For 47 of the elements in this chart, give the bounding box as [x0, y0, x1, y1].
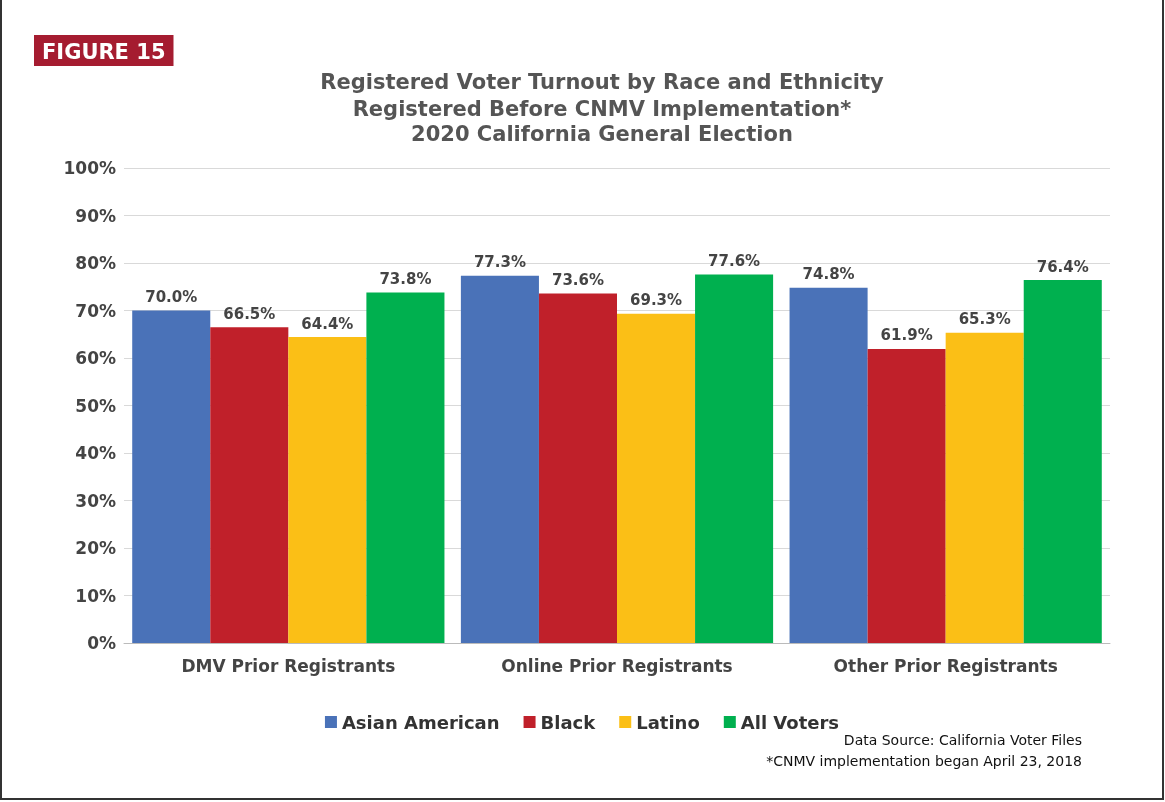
bar [789, 287, 868, 643]
legend-label: Asian American [341, 711, 500, 733]
bar [867, 348, 946, 643]
bar [366, 292, 445, 643]
text: *CNMV implementation began April 23, 2018 [766, 753, 1083, 769]
bar [460, 275, 539, 643]
y-tick-label: 20% [75, 538, 116, 558]
data-label: 77.3% [473, 253, 526, 272]
data-label: 65.3% [958, 310, 1011, 329]
bar [1023, 280, 1102, 643]
y-tick-label: 40% [75, 443, 116, 463]
bar [210, 327, 289, 643]
x-tick-label: Online Prior Registrants [501, 655, 733, 676]
x-tick-label: Other Prior Registrants [833, 655, 1058, 676]
bar [288, 337, 367, 643]
y-tick-label: 90% [75, 205, 116, 226]
data-label: 69.3% [630, 291, 683, 310]
y-tick-label: 30% [75, 490, 116, 511]
legend-label: All Voters [740, 711, 840, 733]
y-tick-label: 80% [75, 253, 116, 273]
data-label: 66.5% [223, 304, 276, 323]
y-tick-label: 60% [75, 348, 116, 368]
data-label: 76.4% [1036, 257, 1089, 276]
chart-title: Registered Voter Turnout by Race and Ethnicity [320, 69, 885, 94]
bar [695, 274, 774, 643]
data-label: 73.6% [551, 270, 604, 289]
y-tick-label: 100% [63, 158, 116, 178]
legend-label: Black [540, 711, 597, 733]
legend-label: Latino [636, 711, 700, 733]
chart-subtitle: Registered Before CNMV Implementation* 2020 California General Election [352, 96, 852, 146]
data-label: 64.4% [301, 314, 354, 333]
data-label: 61.9% [880, 326, 933, 345]
y-tick-label: 50% [75, 395, 116, 416]
x-tick-label: DMV Prior Registrants [181, 655, 396, 676]
bar [617, 313, 696, 643]
data-label: 77.6% [708, 251, 761, 270]
bar [538, 293, 617, 643]
source-note: Data Source: California Voter Files [843, 732, 1083, 748]
bar [945, 332, 1024, 643]
y-tick-label: 70% [75, 300, 116, 321]
y-tick-label: 0% [87, 633, 116, 653]
data-label: 74.8% [802, 265, 855, 284]
data-label: 73.8% [379, 269, 432, 288]
data-label: 70.0% [145, 288, 198, 306]
y-tick-label: 10% [75, 585, 116, 606]
caption: FIGURE 15 [42, 39, 166, 64]
bar [132, 310, 211, 643]
